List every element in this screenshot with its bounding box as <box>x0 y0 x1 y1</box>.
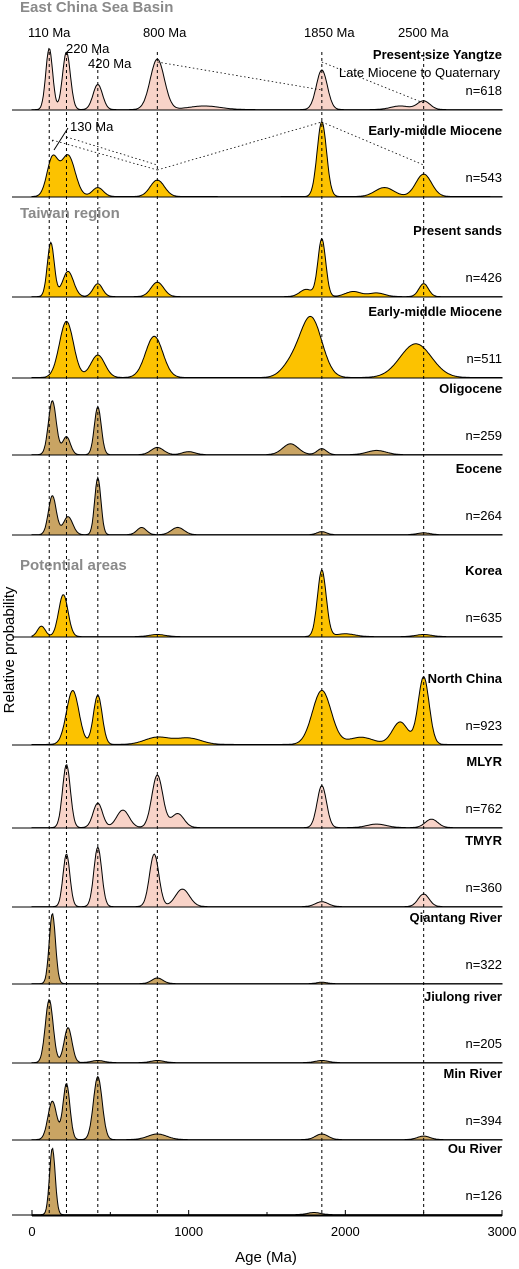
panel-0-n: n=618 <box>465 83 502 98</box>
panel-2: Present sands n=426 <box>12 223 503 298</box>
peak-connector-6 <box>66 136 158 166</box>
panel-4: Oligocene n=259 <box>12 381 503 456</box>
panel-6-n: n=635 <box>465 610 502 625</box>
peak-label-130-leader <box>53 127 69 151</box>
panel-7-name: North China <box>428 671 503 686</box>
panel-8-n: n=762 <box>465 801 502 816</box>
panel-11: Jiulong river n=205 <box>12 989 503 1064</box>
x-tick-label-1000: 1000 <box>174 1224 203 1239</box>
panel-13-name: Ou River <box>448 1141 502 1156</box>
panel-12-n: n=394 <box>465 1113 502 1128</box>
panel-11-density-area <box>31 999 503 1064</box>
peak-label-420: 420 Ma <box>88 56 132 71</box>
labels-layer: East China Sea Basin Taiwan region Poten… <box>1 0 500 1266</box>
panel-6: Korea n=635 <box>12 563 503 638</box>
section-title-potential-areas: Potential areas <box>20 557 127 574</box>
panel-4-name: Oligocene <box>439 381 502 396</box>
panel-11-n: n=205 <box>465 1036 502 1051</box>
section-title-taiwan: Taiwan region <box>20 205 120 222</box>
y-axis-label: Relative probability <box>1 586 18 713</box>
peak-label-130: 130 Ma <box>70 119 114 134</box>
x-tick-label-2000: 2000 <box>331 1224 360 1239</box>
panel-0-name: Present-size Yangtze <box>373 47 502 62</box>
peak-label-220: 220 Ma <box>66 41 110 56</box>
panel-9-name: TMYR <box>465 833 502 848</box>
peak-connector-5 <box>321 121 424 166</box>
panel-3: Early-middle Miocene n=511 <box>12 304 503 379</box>
peak-label-2500: 2500 Ma <box>398 25 449 40</box>
panel-4-density-area <box>31 400 503 456</box>
panel-8-density-area <box>31 764 503 829</box>
peak-label-110: 110 Ma <box>28 25 71 40</box>
panel-9-density-area <box>31 846 503 908</box>
x-axis-label: Age (Ma) <box>235 1249 297 1266</box>
panel-12-density-area <box>31 1075 503 1141</box>
panel-2-density-area <box>31 238 503 298</box>
panel-11-name: Jiulong river <box>424 989 502 1004</box>
panel-13-density-area <box>31 1147 503 1216</box>
panel-3-name: Early-middle Miocene <box>368 304 502 319</box>
x-axis: 0 1000 2000 3000 <box>28 1210 516 1239</box>
reference-lines <box>48 52 425 1216</box>
panel-5: Eocene n=264 <box>12 461 503 536</box>
x-tick-label-0: 0 <box>28 1224 35 1239</box>
peak-label-800: 800 Ma <box>143 25 187 40</box>
panel-1-n: n=543 <box>465 170 502 185</box>
panel-subtitle-yangtze: Late Miocene to Quaternary <box>339 65 501 80</box>
panel-3-n: n=511 <box>466 351 502 366</box>
panel-13: Ou River n=126 <box>12 1141 503 1216</box>
x-tick-label-3000: 3000 <box>488 1224 517 1239</box>
peak-connector-0 <box>157 61 322 91</box>
panel-12-name: Min River <box>443 1066 502 1081</box>
panel-3-density-area <box>31 315 503 379</box>
panels-layer: Present-size Yangtze n=618 Early-middle Mi… <box>12 47 503 1216</box>
panel-1-name: Early-middle Miocene <box>368 123 502 138</box>
panel-5-density-area <box>31 476 503 536</box>
panel-2-n: n=426 <box>465 270 502 285</box>
panel-6-density-area <box>31 569 503 638</box>
panel-0: Present-size Yangtze n=618 <box>12 47 503 111</box>
panel-7-density-area <box>31 676 503 746</box>
panel-13-n: n=126 <box>465 1188 502 1203</box>
panel-10: Qiantang River n=322 <box>12 910 503 985</box>
peak-connector-3 <box>157 121 322 171</box>
panel-7: North China n=923 <box>12 671 503 746</box>
panel-8-name: MLYR <box>466 754 502 769</box>
panel-6-name: Korea <box>465 563 503 578</box>
panel-8: MLYR n=762 <box>12 754 503 829</box>
panel-7-n: n=923 <box>465 718 502 733</box>
panel-1: Early-middle Miocene n=543 <box>12 121 503 198</box>
panel-10-n: n=322 <box>465 957 502 972</box>
panel-4-n: n=259 <box>465 428 502 443</box>
panel-9-n: n=360 <box>465 880 502 895</box>
panel-2-name: Present sands <box>413 223 502 238</box>
panel-12: Min River n=394 <box>12 1066 503 1141</box>
panel-5-n: n=264 <box>465 508 502 523</box>
panel-5-name: Eocene <box>456 461 502 476</box>
peak-label-1850: 1850 Ma <box>304 25 355 40</box>
panel-9: TMYR n=360 <box>12 833 503 908</box>
panel-10-name: Qiantang River <box>410 910 502 925</box>
peak-connectors <box>51 61 424 171</box>
section-title-east-china-sea: East China Sea Basin <box>20 0 173 16</box>
